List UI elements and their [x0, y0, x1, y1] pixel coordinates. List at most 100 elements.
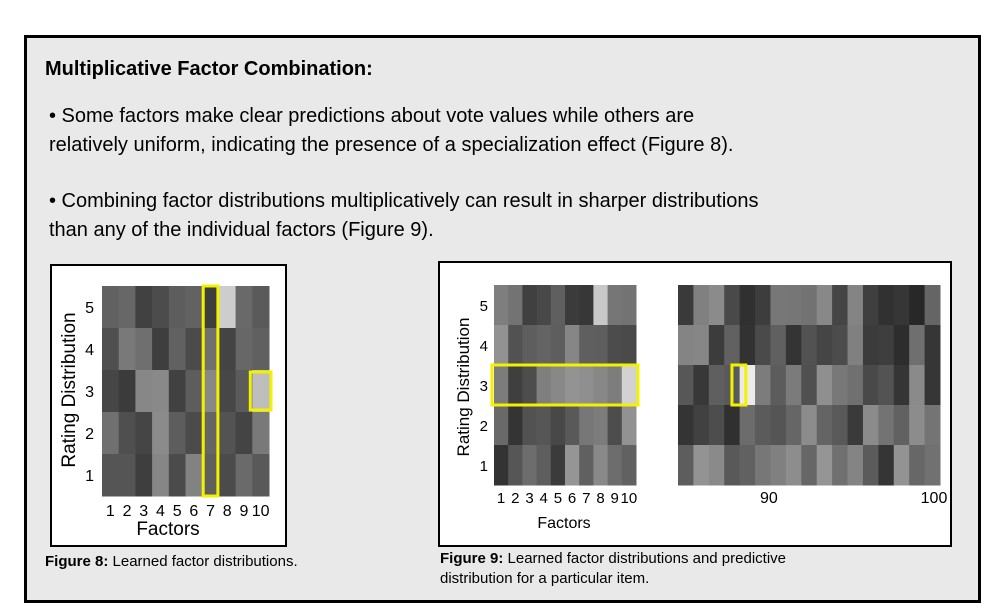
heatmap-cell: [135, 454, 153, 497]
heatmap-cell: [135, 328, 153, 371]
heatmap-cell: [785, 445, 802, 486]
heatmap-cell: [168, 286, 186, 329]
heatmap-cell: [770, 365, 787, 406]
heatmap-cell: [607, 285, 623, 326]
heatmap-cell: [621, 325, 637, 366]
heatmap-cell: [832, 325, 849, 366]
heatmap-cell: [522, 405, 538, 446]
heatmap-cell: [621, 405, 637, 446]
heatmap-cell: [693, 285, 710, 326]
x-tick-label: 9: [611, 490, 619, 507]
bullet-multiplicative: • Combining factor distributions multipl…: [49, 187, 759, 245]
x-tick-label: 2: [123, 503, 132, 520]
heatmap-cell: [118, 412, 136, 455]
heatmap-cell: [893, 365, 910, 406]
heatmap-cell: [235, 286, 253, 329]
y-tick-label: 3: [480, 378, 488, 395]
y-tick-label: 4: [85, 342, 94, 359]
heatmap-cell: [168, 328, 186, 371]
heatmap-cell: [218, 370, 237, 413]
x-tick-label: 7: [206, 503, 215, 520]
heatmap-cell: [218, 286, 237, 329]
heatmap-cell: [755, 405, 771, 446]
caption-text-line2: distribution for a particular item.: [440, 570, 650, 587]
bullet-line: relatively uniform, indicating the prese…: [49, 134, 734, 156]
x-tick-label: 3: [525, 490, 533, 507]
heatmap-cell: [202, 412, 220, 455]
heatmap-cell: [168, 454, 186, 497]
heatmap-cell: [135, 370, 153, 413]
heatmap-cell: [252, 412, 270, 455]
heatmap-cell: [494, 405, 509, 446]
heatmap-cell: [118, 370, 136, 413]
heatmap-cell: [536, 365, 552, 406]
y-tick-label: 2: [480, 418, 488, 435]
heatmap-cell: [565, 405, 580, 446]
highlight-rating-3-row: [490, 363, 640, 407]
heatmap-cell: [816, 445, 833, 486]
x-tick-label: 6: [189, 503, 198, 520]
caption-label: Figure 8:: [45, 553, 109, 570]
heatmap-cell: [152, 286, 170, 329]
heatmap-cell: [832, 285, 849, 326]
heatmap-cell: [693, 445, 710, 486]
heatmap-cell: [755, 285, 771, 326]
heatmap-cell: [785, 365, 802, 406]
x-tick-label: 90: [760, 490, 778, 507]
y-tick-label: 1: [480, 458, 488, 475]
heatmap-cell: [565, 285, 580, 326]
heatmap-cell: [235, 412, 253, 455]
heatmap-cell: [724, 445, 741, 486]
heatmap-cell: [924, 445, 941, 486]
heatmap-cell: [102, 328, 120, 371]
heatmap-cell: [593, 365, 609, 406]
x-axis-label: Factors: [537, 515, 590, 532]
caption-text: Learned factor distributions.: [108, 553, 298, 570]
heatmap-cell: [579, 445, 594, 486]
heatmap-cell: [724, 405, 741, 446]
x-tick-label: 2: [511, 490, 519, 507]
heatmap-cell: [550, 285, 566, 326]
heatmap-cell: [102, 370, 120, 413]
figure-8-caption: Figure 8: Learned factor distributions.: [45, 552, 298, 572]
heatmap-cell: [621, 365, 637, 406]
heatmap-cell: [579, 325, 594, 366]
heatmap-cell: [168, 370, 186, 413]
caption-text: Learned factor distributions and predict…: [503, 550, 787, 567]
x-tick-label: 8: [223, 503, 232, 520]
x-tick-label: 6: [568, 490, 576, 507]
heatmap-cell: [862, 325, 879, 366]
heatmap-cell: [878, 445, 895, 486]
heatmap-cell: [522, 325, 538, 366]
heatmap-cell: [593, 285, 609, 326]
heatmap-cell: [739, 405, 756, 446]
slide-title: Multiplicative Factor Combination:: [45, 58, 373, 80]
x-tick-label: 10: [252, 503, 270, 520]
heatmap-cell: [550, 405, 566, 446]
caption-label: Figure 9:: [440, 550, 504, 567]
heatmap-cell: [724, 325, 741, 366]
heatmap-cell: [693, 325, 710, 366]
heatmap-cell: [693, 405, 710, 446]
heatmap-cell: [708, 365, 725, 406]
heatmap-cell: [678, 285, 694, 326]
heatmap-cell: [678, 445, 694, 486]
heatmap-cell: [708, 285, 725, 326]
heatmap-cell: [565, 325, 580, 366]
heatmap-cell: [202, 454, 220, 497]
heatmap-cell: [118, 328, 136, 371]
slide-panel: Multiplicative Factor Combination: • Som…: [24, 35, 981, 603]
heatmap-cell: [579, 365, 594, 406]
y-tick-label: 5: [85, 300, 94, 317]
heatmap-cell: [152, 412, 170, 455]
heatmap-cell: [893, 325, 910, 366]
heatmap-cell: [724, 285, 741, 326]
heatmap-cell: [185, 328, 203, 371]
x-axis-label: Factors: [136, 519, 199, 540]
heatmap-cell: [832, 405, 849, 446]
heatmap-cell: [550, 445, 566, 486]
heatmap-cell: [801, 325, 818, 366]
